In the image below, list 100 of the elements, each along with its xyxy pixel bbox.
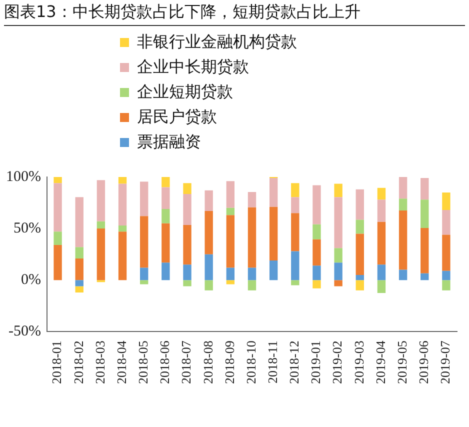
bar <box>248 268 256 280</box>
bar <box>312 239 321 266</box>
x-tick-label: 2018-03 <box>92 340 108 384</box>
x-tick-label: 2018-09 <box>222 340 237 384</box>
bar <box>75 280 84 286</box>
bar <box>420 228 429 274</box>
bar <box>140 268 148 280</box>
bar <box>269 206 278 261</box>
bar <box>312 224 321 240</box>
x-tick-label: 2018-07 <box>178 340 194 384</box>
bar <box>334 184 342 198</box>
x-tick-label: 2019-03 <box>351 340 366 384</box>
y-tick-label: -50% <box>8 324 41 340</box>
bar <box>204 254 213 280</box>
bar <box>334 262 342 280</box>
bar <box>183 194 192 225</box>
bar <box>162 187 170 209</box>
bar <box>442 192 450 210</box>
bar <box>226 215 235 268</box>
bar <box>118 225 127 232</box>
x-tick-label: 2018-06 <box>157 340 172 384</box>
bar <box>269 260 278 280</box>
bar <box>75 247 84 258</box>
bar <box>398 210 408 270</box>
x-tick-label: 2019-05 <box>394 340 410 384</box>
bar <box>204 211 213 254</box>
bar <box>248 192 256 208</box>
x-tick-label: 2019-04 <box>372 340 388 384</box>
bar <box>183 224 192 265</box>
bar <box>183 183 192 194</box>
bar <box>398 177 408 199</box>
bar <box>398 270 408 280</box>
bar <box>291 197 300 214</box>
bar <box>377 222 386 265</box>
bar <box>356 220 364 234</box>
bar <box>226 208 235 216</box>
legend-label: 非银行业金融机构贷款 <box>137 32 297 53</box>
bar <box>54 245 62 280</box>
x-tick-label: 2018-01 <box>49 340 64 384</box>
bar <box>442 270 450 280</box>
bar <box>162 208 170 224</box>
bar <box>377 264 386 280</box>
bar <box>226 280 235 284</box>
bar <box>442 210 450 235</box>
bar <box>118 232 127 280</box>
x-tick-label: 2018-05 <box>136 340 151 384</box>
x-tick-label: 2018-04 <box>114 340 129 384</box>
bar <box>356 274 364 280</box>
bar <box>291 280 300 286</box>
bar <box>312 266 321 280</box>
bar <box>54 232 62 246</box>
bar <box>226 181 235 208</box>
bar <box>312 280 321 288</box>
bar <box>118 184 127 226</box>
x-tick-label: 2018-11 <box>265 340 280 384</box>
bar <box>356 234 364 275</box>
bar <box>183 264 192 280</box>
bar <box>248 280 256 290</box>
bar <box>442 280 450 290</box>
bar <box>226 268 235 280</box>
bar <box>54 183 62 232</box>
bar <box>96 180 106 222</box>
x-tick-label: 2018-12 <box>286 340 302 384</box>
bar <box>75 286 84 292</box>
bar <box>291 213 300 252</box>
bar <box>96 228 106 280</box>
x-tick-label: 2019-07 <box>438 340 453 384</box>
bar <box>334 280 342 286</box>
bar <box>204 280 213 290</box>
bar <box>356 280 364 290</box>
y-tick-label: 0% <box>20 272 41 288</box>
bar <box>118 177 127 184</box>
bar <box>140 280 148 284</box>
bar <box>442 234 450 271</box>
bar <box>312 185 321 224</box>
legend-label: 居民户贷款 <box>137 107 217 128</box>
bar <box>377 280 386 294</box>
bar <box>162 177 170 188</box>
bar <box>183 280 192 286</box>
bar <box>420 200 429 228</box>
bar <box>377 188 386 200</box>
bar <box>75 197 84 248</box>
bar <box>334 248 342 263</box>
x-tick-label: 2019-01 <box>308 340 324 384</box>
bar <box>140 216 148 268</box>
x-tick-label: 2018-08 <box>200 340 216 384</box>
y-tick-label: 50% <box>13 220 41 236</box>
x-tick-label: 2019-06 <box>416 340 432 384</box>
legend-label: 票据融资 <box>137 132 201 153</box>
x-tick-label: 2018-02 <box>70 340 86 384</box>
bar <box>96 221 106 229</box>
bar <box>398 198 408 211</box>
bar <box>54 177 62 184</box>
bar <box>420 273 429 280</box>
bar <box>248 207 256 268</box>
y-tick-label: 100% <box>6 168 41 185</box>
bar <box>162 262 170 280</box>
bar <box>377 200 386 222</box>
bar <box>75 258 84 280</box>
bar <box>291 251 300 280</box>
